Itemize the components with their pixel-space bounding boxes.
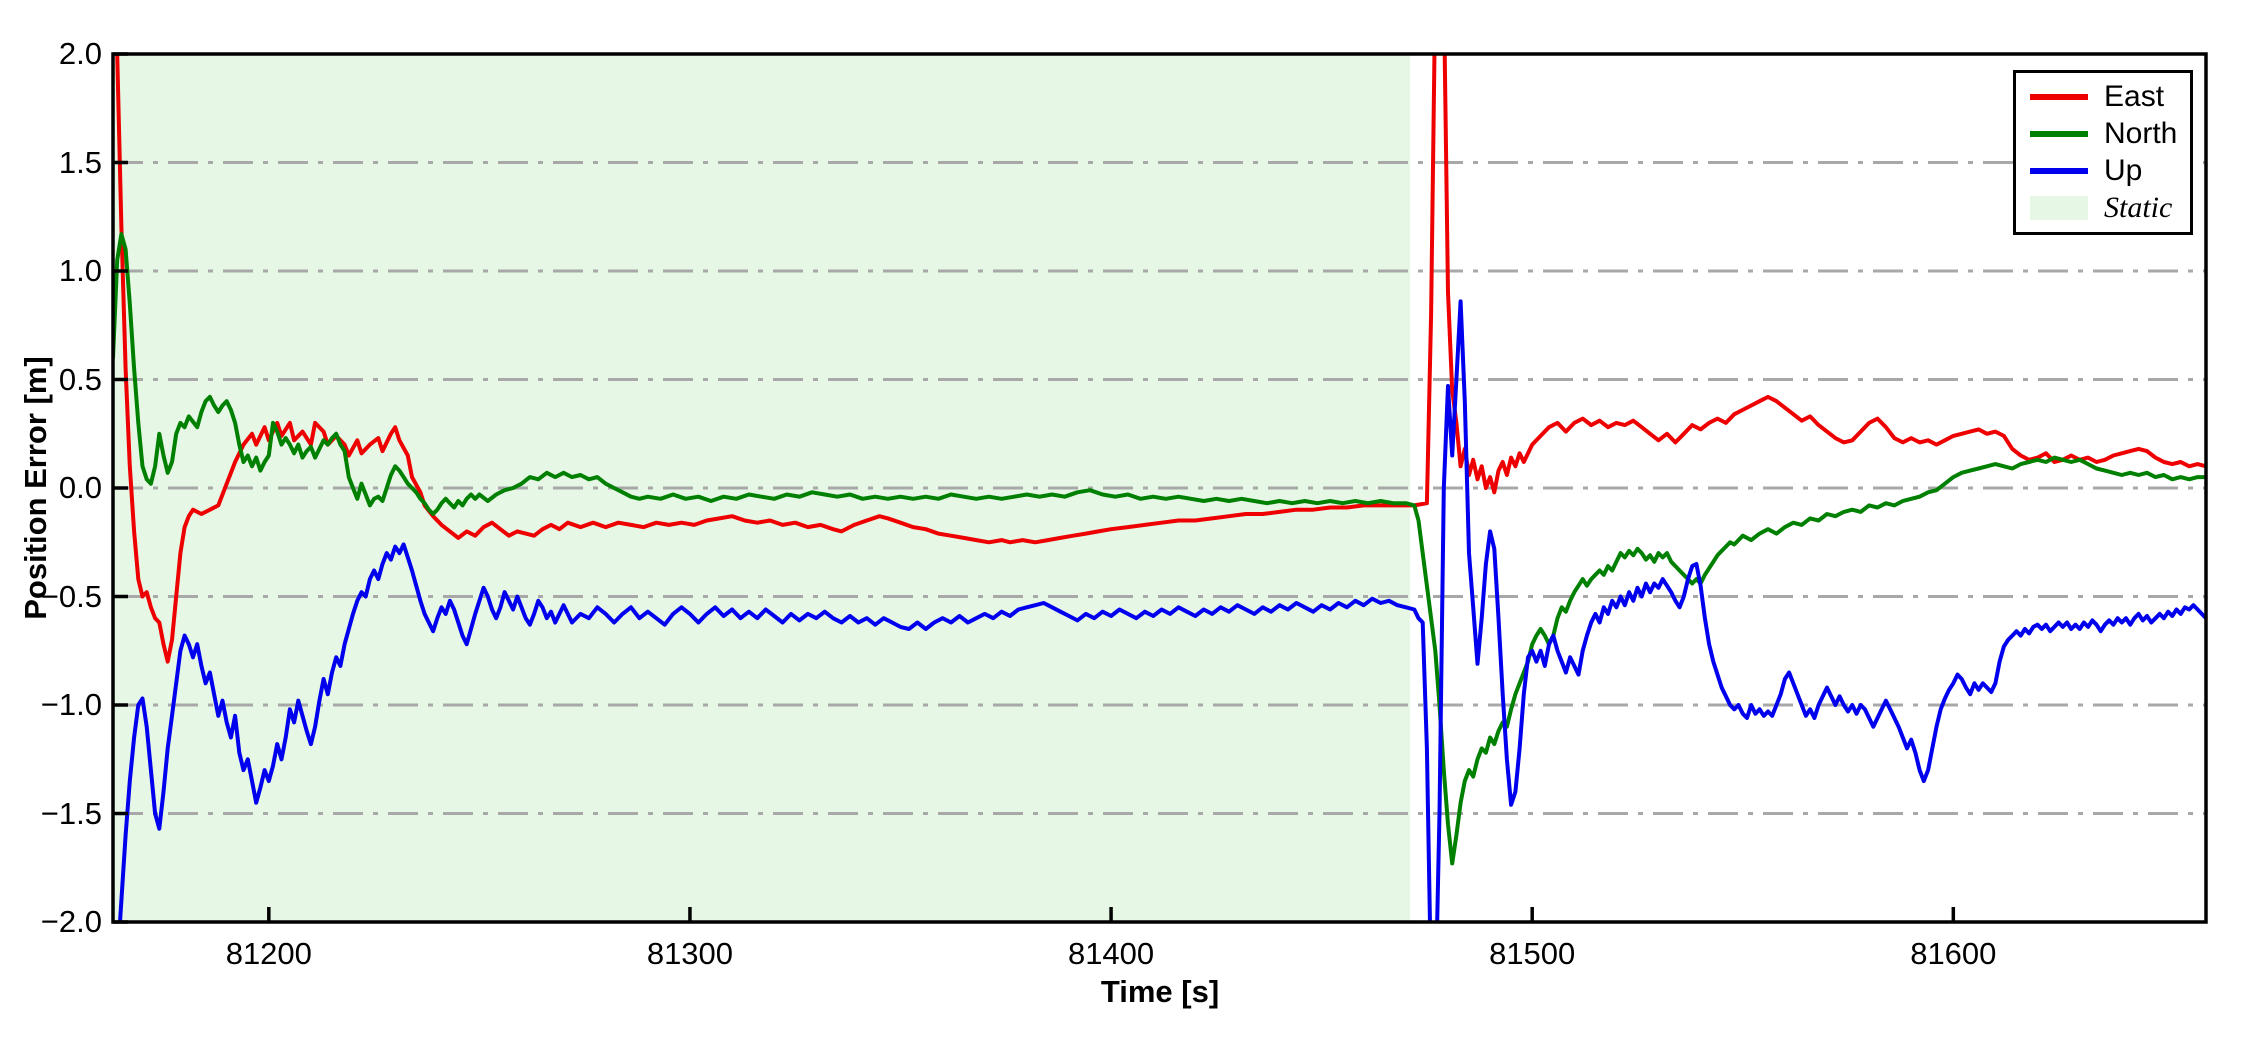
x-tick-label: 81400: [1067, 936, 1155, 971]
legend-item-static: Static: [2030, 191, 2182, 225]
legend-item-east: East: [2030, 80, 2182, 114]
legend-label-up: Up: [2104, 154, 2143, 187]
x-tick-label: 81300: [646, 936, 734, 971]
series-north-line: [113, 232, 2206, 866]
y-tick-label: −1.5: [40, 795, 102, 831]
legend-item-north: North: [2030, 117, 2182, 151]
y-tick-label: −2.0: [40, 904, 102, 939]
north-line-swatch: [2030, 131, 2088, 137]
legend-item-up: Up: [2030, 154, 2182, 188]
legend: East North Up Static: [2013, 70, 2193, 235]
y-tick-label: 2.0: [58, 36, 102, 71]
y-tick-label: 1.5: [58, 144, 102, 180]
up-line-swatch: [2030, 168, 2088, 174]
legend-label-static: Static: [2104, 191, 2173, 224]
y-tick-label: 1.0: [58, 253, 102, 288]
series-up-line: [117, 299, 2206, 922]
y-tick-label: −1.0: [40, 687, 102, 722]
static-patch-swatch: [2030, 196, 2088, 220]
x-tick-label: 81500: [1489, 936, 1576, 971]
y-tick-label: 0.0: [58, 470, 102, 505]
x-tick-label: 81200: [225, 936, 312, 971]
east-line-swatch: [2030, 94, 2088, 100]
legend-label-east: East: [2104, 80, 2165, 113]
x-axis-label: Time [s]: [1100, 974, 1220, 1009]
legend-label-north: North: [2104, 117, 2178, 150]
y-tick-label: −0.5: [40, 578, 102, 614]
x-tick-label: 81600: [1910, 936, 1997, 971]
y-tick-label: 0.5: [58, 361, 102, 397]
